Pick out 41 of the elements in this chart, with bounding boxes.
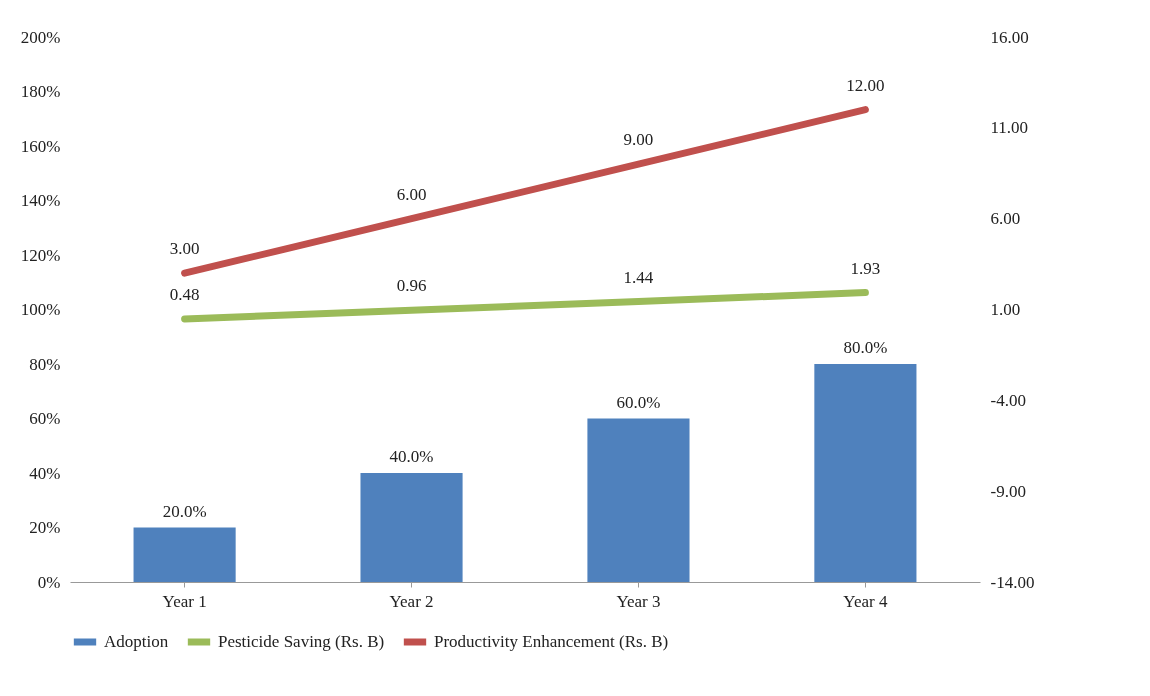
bar [814, 364, 917, 582]
bar [587, 418, 690, 582]
data-label: 0.48 [169, 284, 200, 304]
legend-label: Adoption [104, 632, 169, 651]
x-tick-label: Year 2 [389, 591, 434, 611]
y2-tick-label: 16.00 [990, 27, 1029, 47]
bar [360, 473, 463, 582]
data-label: 60.0% [616, 392, 661, 412]
y-tick-label: 20% [29, 518, 61, 537]
y-tick-label: 80% [29, 354, 61, 374]
data-label: 9.00 [623, 130, 654, 150]
bar [133, 527, 236, 582]
y-tick-label: 40% [29, 463, 61, 483]
y-tick-label: 0% [37, 572, 61, 592]
data-label: 12.00 [846, 75, 885, 95]
data-label: 3.00 [169, 239, 200, 259]
y2-tick-label: -14.00 [990, 572, 1035, 592]
legend-label: Productivity Enhancement (Rs. B) [434, 632, 669, 651]
data-label: 6.00 [396, 184, 427, 204]
y2-tick-label: 6.00 [990, 209, 1021, 229]
data-label: 20.0% [162, 501, 207, 521]
y2-tick-label: 11.00 [990, 118, 1029, 138]
data-label: 80.0% [843, 338, 888, 357]
y-tick-label: 200% [20, 27, 61, 47]
y-tick-label: 180% [20, 82, 61, 101]
y2-tick-label: 1.00 [990, 300, 1021, 319]
y-tick-label: 60% [29, 409, 61, 428]
y2-tick-label: -9.00 [990, 481, 1026, 501]
x-tick-label: Year 1 [162, 591, 207, 611]
y-tick-label: 120% [20, 245, 61, 265]
y2-tick-label: -4.00 [990, 390, 1026, 410]
y-tick-label: 140% [20, 191, 61, 210]
y-tick-label: 160% [20, 136, 61, 156]
data-label: 1.93 [850, 258, 881, 278]
x-tick-label: Year 3 [616, 591, 661, 611]
x-tick-label: Year 4 [843, 591, 888, 611]
data-label: 1.44 [623, 267, 654, 287]
data-label: 40.0% [389, 447, 434, 466]
y-tick-label: 100% [20, 300, 61, 319]
legend-label: Pesticide Saving (Rs. B) [218, 632, 385, 651]
data-label: 0.96 [396, 276, 427, 296]
